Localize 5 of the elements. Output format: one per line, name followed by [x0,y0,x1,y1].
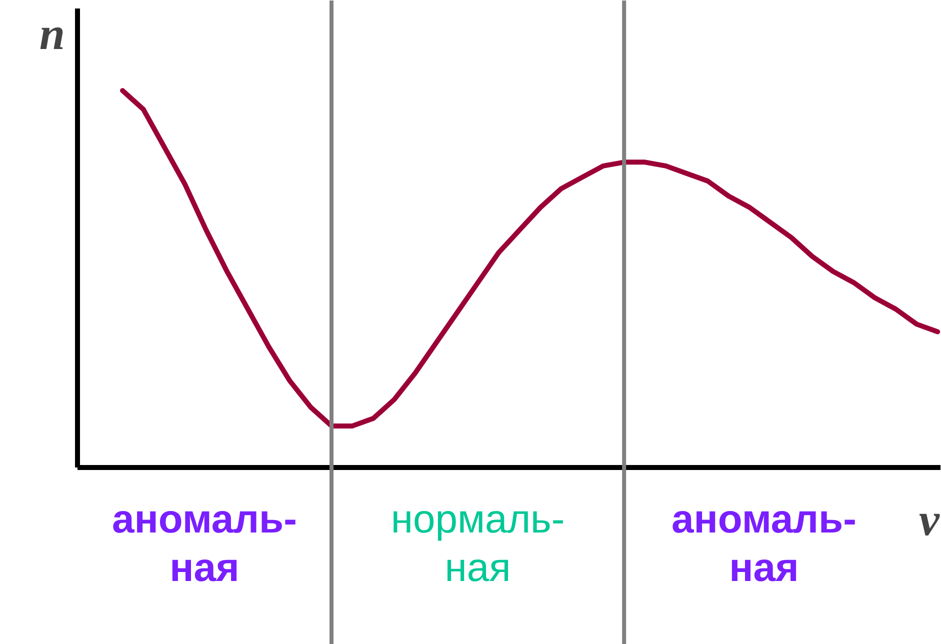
text: аномаль- ная [112,498,297,590]
text: нормаль- ная [390,498,565,590]
y-axis-title: n [39,8,65,60]
x-axis-title: ν [918,494,940,545]
text: аномаль- ная [672,498,856,590]
